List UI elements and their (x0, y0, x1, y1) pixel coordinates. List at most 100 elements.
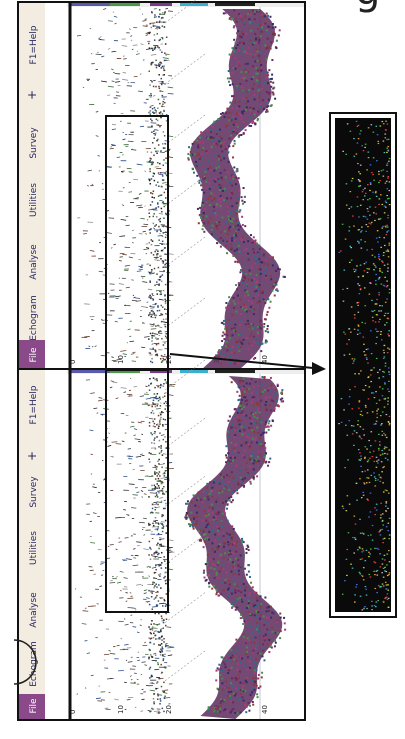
zoom-echo (370, 548, 372, 550)
seabed-echo (185, 517, 188, 520)
trace-line (164, 53, 206, 85)
zoom-echo (368, 516, 370, 518)
layer-echo (150, 411, 153, 414)
seabed-echo (223, 230, 226, 233)
layer-echo (161, 249, 164, 252)
zoom-echo (371, 316, 374, 318)
fish-echo (142, 230, 146, 233)
layer-echo (162, 12, 164, 14)
seabed-echo (212, 194, 215, 197)
menu-item-survey[interactable]: Survey (29, 476, 39, 508)
fish-echo (123, 618, 126, 620)
layer-echo (158, 439, 161, 442)
seabed-echo (253, 83, 256, 86)
seabed-echo (242, 425, 245, 428)
layer-echo (153, 442, 156, 445)
menu-item-help[interactable]: F1=Help (29, 25, 39, 64)
layer-echo (150, 271, 153, 273)
menu-item-echogram[interactable]: Echogram (29, 295, 39, 341)
zoom-echo (342, 507, 345, 509)
menu-item-file[interactable]: File (29, 698, 39, 714)
layer-echo (162, 425, 164, 427)
layer-echo (149, 84, 151, 86)
seabed-echo (269, 605, 272, 608)
seabed-echo (235, 443, 238, 446)
layer-echo (158, 63, 160, 65)
menu-item-utilities[interactable]: Utilities (29, 531, 39, 565)
seabed-echo (219, 159, 222, 162)
seabed-echo (245, 310, 248, 313)
seabed-echo (264, 81, 267, 84)
seabed-echo (224, 328, 227, 331)
seabed-echo (248, 443, 251, 446)
seabed-echo (234, 323, 237, 326)
zoom-echo (369, 457, 371, 459)
seabed-echo (247, 258, 250, 261)
seabed-echo (269, 645, 272, 648)
seabed-echo (265, 431, 268, 434)
seabed-echo (265, 610, 268, 613)
seabed-echo (254, 32, 257, 35)
fish-echo (143, 248, 150, 251)
seabed-echo (225, 456, 228, 459)
menu-item-help[interactable]: F1=Help (29, 385, 39, 424)
seabed-echo (243, 67, 246, 70)
layer-echo (158, 565, 161, 567)
seabed-echo (250, 641, 253, 644)
seabed-echo (253, 98, 256, 101)
seabed-echo (235, 235, 238, 238)
layer-echo (159, 279, 161, 281)
zoom-echo (384, 446, 386, 448)
seabed-echo (240, 411, 243, 414)
menu-item-file[interactable]: File (29, 347, 39, 363)
menu-item-utilities[interactable]: Utilities (29, 183, 39, 217)
layer-echo (158, 421, 161, 424)
seabed-echo (253, 438, 256, 441)
layer-echo (152, 347, 154, 350)
zoom-echo (360, 370, 362, 372)
layer-echo (150, 93, 152, 95)
menu-item-analyse[interactable]: Analyse (29, 592, 39, 628)
seabed-echo (220, 553, 223, 556)
seabed-echo (234, 589, 237, 592)
layer-echo (154, 585, 156, 587)
zoom-echo (356, 265, 358, 267)
seabed-echo (269, 376, 272, 379)
layer-echo (157, 556, 160, 559)
seabed-echo (244, 248, 247, 251)
layer-echo (149, 183, 152, 185)
layer-echo (158, 623, 161, 625)
layer-echo (159, 13, 161, 15)
fish-echo (111, 356, 114, 358)
seabed-echo (229, 181, 232, 184)
seabed-echo (269, 396, 272, 399)
seabed-echo (245, 284, 248, 287)
zoom-echo (362, 494, 365, 496)
seabed-echo (269, 275, 272, 278)
selection-box-bottom[interactable] (105, 369, 169, 613)
seabed-echo (241, 41, 244, 44)
trace-line (164, 297, 206, 329)
layer-echo (155, 343, 158, 346)
seabed-echo (235, 248, 238, 251)
menu-item-echogram[interactable]: Echogram (29, 641, 39, 687)
fish-echo (125, 558, 132, 560)
fish-echo (159, 270, 164, 273)
fish-echo (152, 95, 156, 97)
seabed-echo (241, 236, 244, 239)
zoom-echo (370, 431, 373, 433)
menu-item-survey[interactable]: Survey (29, 127, 39, 159)
seabed-echo (249, 13, 252, 16)
fish-echo (118, 541, 122, 543)
menu-item-plus[interactable]: + (25, 451, 39, 461)
layer-echo (164, 379, 166, 381)
seabed-echo (283, 275, 286, 278)
menu-item-plus[interactable]: + (25, 90, 39, 100)
seabed-echo (250, 124, 253, 127)
menu-item-analyse[interactable]: Analyse (29, 244, 39, 280)
seabed-echo (236, 85, 239, 88)
fish-echo (133, 386, 137, 388)
layer-echo (163, 472, 166, 474)
layer-echo (150, 239, 153, 241)
zoom-echo (378, 294, 380, 296)
